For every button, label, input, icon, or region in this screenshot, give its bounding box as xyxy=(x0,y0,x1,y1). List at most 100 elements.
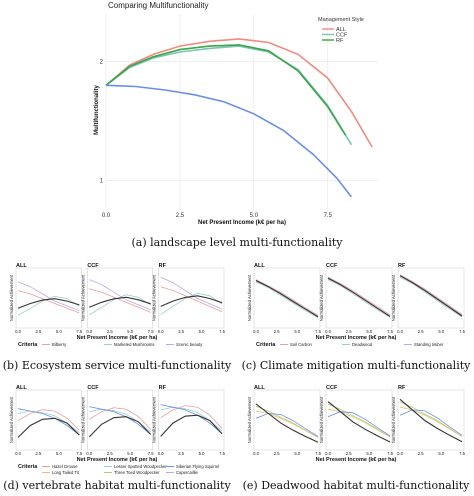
series-e-1-2 xyxy=(327,411,391,437)
chart-a-x-label: Net Present Income (k€ per ha) xyxy=(198,220,286,226)
series-c-2-3 xyxy=(399,275,463,317)
series-e-2-0 xyxy=(399,401,463,437)
x-tick-e-2-3: 7.5 xyxy=(459,451,465,456)
x-tick-d-1-3: 7.5 xyxy=(148,451,154,456)
y-label-c-2: Normalized Achievement xyxy=(391,274,396,321)
legend-label-d-3: Long Tailed Tit xyxy=(52,470,80,475)
x-tick-e-0-3: 7.5 xyxy=(315,451,321,456)
x-tick-a-0: 0.0 xyxy=(102,213,111,219)
series-e-1-0 xyxy=(327,403,391,438)
series-b-1-0 xyxy=(89,288,151,313)
x-tick-e-2-0: 0.0 xyxy=(397,451,403,456)
x-tick-d-2-2: 5.0 xyxy=(199,451,205,456)
subplot-title-b-0: ALL xyxy=(16,263,27,269)
x-tick-e-0-1: 2.5 xyxy=(274,451,280,456)
caption-d: (d) vertebrate habitat multi-functionali… xyxy=(3,479,231,492)
x-tick-c-2-2: 5.0 xyxy=(438,329,444,334)
x-tick-c-1-0: 0.0 xyxy=(325,329,331,334)
x-tick-d-0-1: 2.5 xyxy=(36,451,42,456)
x-tick-b-2-2: 5.0 xyxy=(199,329,205,334)
y-label-d-2: Normalized Achievement xyxy=(152,396,157,443)
x-tick-d-1-0: 0.0 xyxy=(86,451,92,456)
series-b-1-3 xyxy=(89,296,151,308)
subplot-b-0 xyxy=(15,267,82,329)
series-c-1-0 xyxy=(327,276,391,316)
x-tick-b-1-3: 7.5 xyxy=(148,329,154,334)
x-tick-e-0-2: 5.0 xyxy=(294,451,300,456)
legend-title-b: Criteria xyxy=(18,342,38,348)
x-tick-b-2-3: 7.5 xyxy=(219,329,225,334)
series-e-2-2 xyxy=(399,409,463,436)
y-label-e-2: Normalized Achievement xyxy=(391,396,396,443)
subplot-d-0 xyxy=(15,389,82,451)
legend-label-d-2: Siberian Flying Squirrel xyxy=(176,464,219,469)
legend-a-title: Management Style xyxy=(318,17,364,23)
series-b-0-2 xyxy=(17,281,80,311)
series-b-0-0 xyxy=(17,290,80,314)
series-a-line-0 xyxy=(105,38,373,148)
y-label-e-0: Normalized Achievement xyxy=(247,396,252,443)
y-label-b-1: Normalized Achievement xyxy=(80,274,85,321)
series-c-1-3 xyxy=(327,277,391,317)
subplot-title-c-1: CCF xyxy=(326,263,338,269)
chart-a-y-ticks: 12 xyxy=(100,60,104,185)
x-tick-a-3: 7.5 xyxy=(324,213,333,219)
x-tick-b-0-1: 2.5 xyxy=(36,329,42,334)
caption-b: (b) Ecosystem service multi-functionalit… xyxy=(3,359,232,372)
series-c-2-1 xyxy=(399,276,463,318)
legend-label-c-2: Standing timber xyxy=(414,342,444,347)
x-tick-c-0-0: 0.0 xyxy=(253,329,259,334)
legend-title-d: Criteria xyxy=(18,464,38,470)
series-c-0-3 xyxy=(255,280,319,318)
x-tick-e-1-2: 5.0 xyxy=(366,451,372,456)
chart-a-y-label: Multifunctionality xyxy=(94,85,100,135)
series-e-1-1 xyxy=(327,408,391,438)
subplot-title-b-2: RF xyxy=(159,263,167,269)
series-e-2-3 xyxy=(399,398,463,443)
x-tick-e-1-3: 7.5 xyxy=(387,451,393,456)
subplot-e-2 xyxy=(397,389,465,451)
x-label-d: Net Present Income (k€ per ha) xyxy=(77,457,158,463)
series-e-2-1 xyxy=(399,406,463,437)
x-tick-d-2-3: 7.5 xyxy=(219,451,225,456)
subplot-d-2 xyxy=(158,389,225,451)
legend-title-c: Criteria xyxy=(256,342,276,348)
y-tick-a-1: 2 xyxy=(100,60,104,66)
y-label-c-1: Normalized Achievement xyxy=(319,274,324,321)
x-tick-e-0-0: 0.0 xyxy=(253,451,259,456)
subplot-title-e-0: ALL xyxy=(254,385,265,391)
series-d-0-3 xyxy=(17,417,80,438)
x-tick-c-0-3: 7.5 xyxy=(315,329,321,334)
subplot-title-d-0: ALL xyxy=(16,385,27,391)
series-e-0-2 xyxy=(255,413,319,437)
subplot-title-c-2: RF xyxy=(398,263,406,269)
y-label-e-1: Normalized Achievement xyxy=(319,396,324,443)
x-tick-c-0-1: 2.5 xyxy=(274,329,280,334)
series-b-0-1 xyxy=(17,295,80,316)
series-d-2-2 xyxy=(160,404,223,435)
x-label-e: Net Present Income (k€ per ha) xyxy=(316,457,397,463)
x-tick-d-0-2: 5.0 xyxy=(56,451,62,456)
legend-label-b-1: Marketed Mushrooms xyxy=(114,342,155,347)
series-b-2-0 xyxy=(160,286,223,313)
series-c-1-1 xyxy=(327,279,391,318)
chart-a-lines xyxy=(105,38,373,198)
chart-a-x-ticks: 0.0 2.5 5.0 7.5 xyxy=(102,213,333,219)
legend-label-b-0: Bilberry xyxy=(52,342,67,347)
subplot-title-e-1: CCF xyxy=(326,385,338,391)
x-tick-e-2-2: 5.0 xyxy=(438,451,444,456)
series-e-1-3 xyxy=(327,401,391,443)
x-tick-c-1-1: 2.5 xyxy=(346,329,352,334)
x-tick-c-2-3: 7.5 xyxy=(459,329,465,334)
x-tick-c-2-0: 0.0 xyxy=(397,329,403,334)
x-tick-c-2-1: 2.5 xyxy=(418,329,424,334)
series-d-1-0 xyxy=(89,407,151,430)
series-e-0-1 xyxy=(255,410,319,438)
legend-label-d-5: Capercaillie xyxy=(176,470,199,475)
x-tick-e-2-1: 2.5 xyxy=(418,451,424,456)
